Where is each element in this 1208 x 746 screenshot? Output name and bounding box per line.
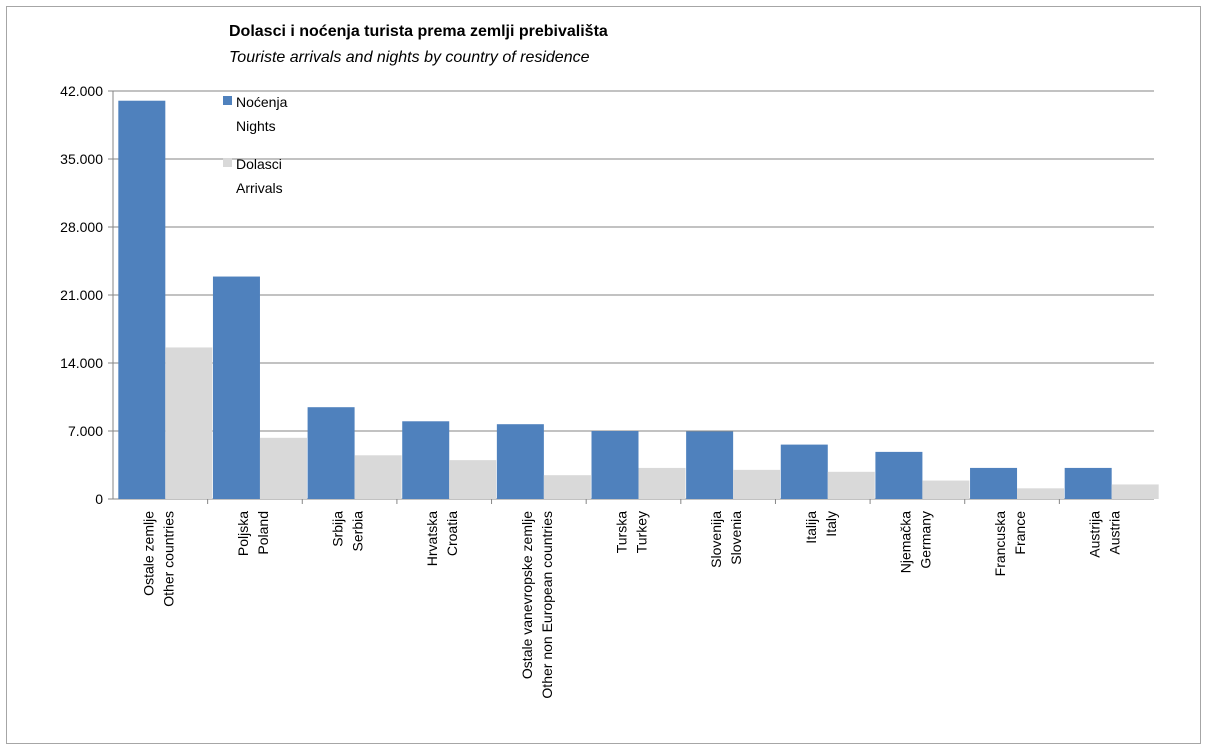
legend: Noćenja Nights Dolasci Arrivals: [223, 94, 288, 196]
bars: [118, 100, 1159, 499]
x-label-local: Francuska: [992, 511, 1008, 577]
bar-nights: [591, 431, 639, 499]
bar-arrivals: [1017, 488, 1065, 499]
bar-nights: [402, 421, 450, 499]
x-label-english: Poland: [255, 511, 271, 555]
legend-arrivals-label-english: Arrivals: [236, 180, 283, 196]
y-tick-label: 42.000: [60, 83, 103, 99]
x-label-english: Italy: [823, 511, 839, 537]
bar-nights: [118, 100, 166, 499]
bar-arrivals: [827, 471, 875, 499]
bar-nights: [875, 451, 923, 499]
x-label-local: Hrvatska: [424, 511, 440, 566]
legend-arrivals-label-local: Dolasci: [236, 156, 282, 172]
x-label-english: Other non European countries: [539, 511, 555, 699]
bar-arrivals: [638, 467, 686, 499]
legend-nights-swatch: [223, 96, 232, 105]
legend-arrivals-swatch: [223, 158, 232, 167]
chart-subtitle: Touriste arrivals and nights by country …: [229, 49, 590, 66]
x-label-local: Njemačka: [897, 511, 913, 573]
bar-nights: [1064, 467, 1112, 499]
bar-arrivals: [354, 455, 402, 499]
x-label-local: Ostale vanevropske zemlje: [519, 511, 535, 679]
x-label-local: Srbija: [330, 511, 346, 547]
bar-arrivals: [543, 475, 591, 499]
x-label-local: Turska: [614, 511, 630, 553]
x-label-local: Italija: [803, 511, 819, 544]
x-label-english: Serbia: [350, 511, 366, 552]
x-label-english: Croatia: [444, 511, 460, 556]
bar-nights: [970, 467, 1018, 499]
bar-arrivals: [922, 480, 970, 499]
bar-arrivals: [259, 437, 307, 499]
y-tick-label: 0: [95, 491, 103, 507]
x-axis-labels: Ostale zemlje Other countries Poljska Polan…: [140, 499, 1123, 699]
bar-arrivals: [165, 347, 213, 499]
chart-title: Dolasci i noćenja turista prema zemlji p…: [229, 23, 608, 40]
y-tick-label: 7.000: [68, 423, 103, 439]
legend-nights-label-local: Noćenja: [236, 94, 288, 110]
bar-nights: [307, 407, 355, 499]
bar-nights: [686, 431, 734, 499]
x-label-english: Turkey: [634, 511, 650, 553]
x-label-local: Poljska: [235, 511, 251, 556]
bar-nights: [496, 424, 544, 499]
legend-nights-label-english: Nights: [236, 118, 276, 134]
y-tick-label: 21.000: [60, 287, 103, 303]
x-label-local: Ostale zemlje: [140, 511, 156, 596]
x-label-english: Slovenia: [728, 511, 744, 565]
x-label-english: Other countries: [160, 511, 176, 607]
y-tick-label: 14.000: [60, 355, 103, 371]
y-tick-label: 35.000: [60, 151, 103, 167]
x-label-english: Austria: [1107, 511, 1123, 555]
x-label-english: France: [1012, 511, 1028, 555]
bar-arrivals: [449, 460, 497, 499]
bar-nights: [780, 444, 828, 499]
bar-arrivals: [733, 469, 781, 499]
x-label-english: Germany: [917, 511, 933, 569]
bar-nights: [212, 276, 260, 499]
x-label-local: Slovenija: [708, 511, 724, 568]
x-label-local: Austrija: [1087, 511, 1103, 558]
bar-arrivals: [1111, 484, 1159, 499]
y-tick-label: 28.000: [60, 219, 103, 235]
y-axis-ticks: 0 7.000 14.000 21.000 28.000 35.000 42.000: [60, 83, 114, 507]
